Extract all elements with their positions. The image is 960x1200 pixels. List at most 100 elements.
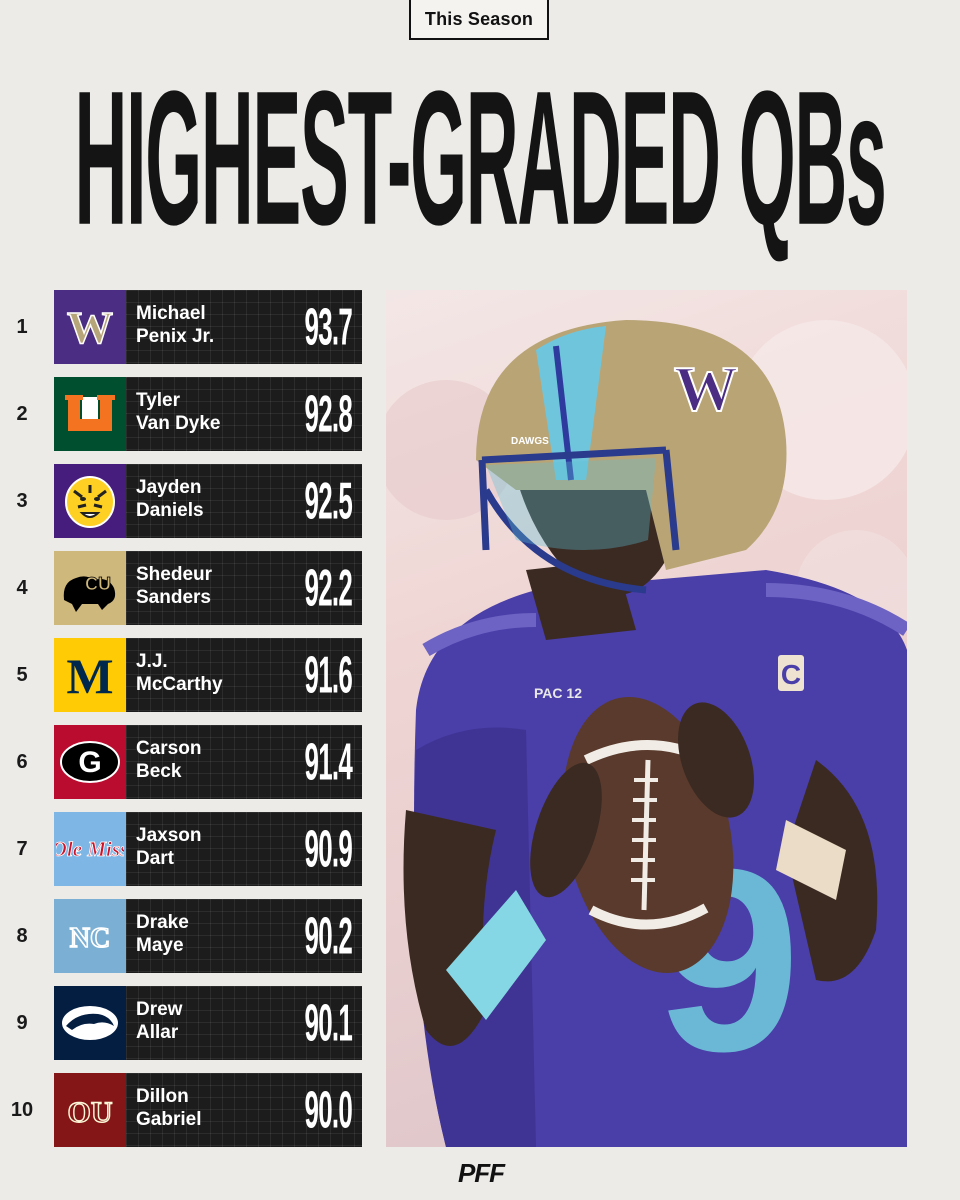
list-item: 7 Ole Miss Jaxson Dart 90.9 bbox=[0, 812, 380, 886]
season-badge: This Season bbox=[409, 0, 549, 40]
player-last-name: Beck bbox=[136, 761, 182, 782]
page-title: HIGHEST-GRADED QBs bbox=[0, 54, 960, 264]
player-card: Carson Beck 91.4 bbox=[126, 725, 362, 799]
player-photo: 9 C PAC 12 W bbox=[386, 290, 907, 1147]
captain-patch: C bbox=[781, 659, 801, 690]
rank-number: 9 bbox=[16, 1011, 28, 1034]
georgia-logo: G bbox=[54, 725, 126, 799]
ole-miss-logo-text: Ole Miss bbox=[56, 837, 124, 861]
player-last-name: Van Dyke bbox=[136, 413, 221, 434]
player-last-name: Penix Jr. bbox=[136, 326, 215, 347]
player-first-name: Jaxson bbox=[136, 825, 202, 846]
player-last-name: McCarthy bbox=[136, 674, 223, 695]
player-first-name: Shedeur bbox=[136, 564, 213, 585]
lsu-logo bbox=[54, 464, 126, 538]
colorado-logo: CU bbox=[54, 551, 126, 625]
player-first-name: J.J. bbox=[136, 651, 168, 672]
player-last-name: Sanders bbox=[136, 587, 211, 608]
player-name: Jayden Daniels bbox=[136, 476, 286, 522]
player-last-name: Gabriel bbox=[136, 1109, 202, 1130]
list-item: 1 W Michael Penix Jr. 93.7 bbox=[0, 290, 380, 364]
penn-state-logo bbox=[54, 986, 126, 1060]
ole-miss-script-icon: Ole Miss bbox=[56, 837, 124, 862]
player-name: Michael Penix Jr. bbox=[136, 302, 286, 348]
player-first-name: Drew bbox=[136, 999, 183, 1020]
player-card: J.J. McCarthy 91.6 bbox=[126, 638, 362, 712]
miami-logo-text: U bbox=[90, 389, 91, 390]
washington-logo: W bbox=[54, 290, 126, 364]
list-item: 9 Drew Allar 90.1 bbox=[0, 986, 380, 1060]
player-last-name: Daniels bbox=[136, 500, 204, 521]
title-text: HIGHEST-GRADED QBs bbox=[74, 54, 887, 264]
player-name: Drake Maye bbox=[136, 911, 286, 957]
oklahoma-logo-text: OU bbox=[68, 1096, 113, 1129]
player-card: Michael Penix Jr. 93.7 bbox=[126, 290, 362, 364]
player-card: Dillon Gabriel 90.0 bbox=[126, 1073, 362, 1147]
quarterback-illustration: 9 C PAC 12 W bbox=[386, 320, 907, 1147]
nittany-lion-icon bbox=[62, 1006, 118, 1040]
player-card: Tyler Van Dyke 92.8 bbox=[126, 377, 362, 451]
washington-logo-text: W bbox=[67, 302, 113, 352]
player-grade: 90.1 bbox=[304, 992, 352, 1052]
pff-brand-icon: PFF bbox=[458, 1158, 507, 1188]
pff-logo: PFF bbox=[436, 1158, 526, 1188]
player-grade: 92.8 bbox=[304, 383, 352, 443]
oklahoma-ou-icon: OU bbox=[67, 1095, 113, 1129]
rank-number: 4 bbox=[16, 576, 28, 599]
rank-number: 5 bbox=[16, 663, 28, 686]
colorado-logo-text: CU bbox=[85, 574, 111, 594]
player-card: Drew Allar 90.1 bbox=[126, 986, 362, 1060]
player-grade: 90.9 bbox=[304, 818, 352, 878]
list-item: 10 OU Dillon Gabriel 90.0 bbox=[0, 1073, 380, 1147]
unc-interlocking-nc-icon: NC bbox=[69, 922, 111, 955]
rank-number: 8 bbox=[16, 924, 28, 947]
list-item: 6 G Carson Beck 91.4 bbox=[0, 725, 380, 799]
rank-number: 1 bbox=[16, 315, 28, 338]
player-last-name: Dart bbox=[136, 848, 175, 869]
list-item: 8 NC Drake Maye 90.2 bbox=[0, 899, 380, 973]
player-name: J.J. McCarthy bbox=[136, 650, 286, 696]
list-item: 5 M J.J. McCarthy 91.6 bbox=[0, 638, 380, 712]
player-last-name: Maye bbox=[136, 935, 184, 956]
player-name: Carson Beck bbox=[136, 737, 286, 783]
georgia-logo-text: G bbox=[78, 746, 101, 779]
player-first-name: Carson bbox=[136, 738, 202, 759]
list-item: 2 U Tyler Van Dyke 92.8 bbox=[0, 377, 380, 451]
helmet-text: DAWGS bbox=[511, 436, 549, 447]
miami-u-icon: U bbox=[65, 389, 115, 431]
player-grade: 91.6 bbox=[304, 644, 352, 704]
miami-logo: U bbox=[54, 377, 126, 451]
rank-number: 7 bbox=[16, 837, 28, 860]
rank-number: 2 bbox=[16, 402, 28, 425]
rank-number: 10 bbox=[10, 1098, 34, 1121]
list-item: 3 Jayden Daniels 92.5 bbox=[0, 464, 380, 538]
player-last-name: Allar bbox=[136, 1022, 179, 1043]
player-grade: 92.5 bbox=[304, 470, 352, 530]
player-card: Jaxson Dart 90.9 bbox=[126, 812, 362, 886]
player-first-name: Drake bbox=[136, 912, 189, 933]
michigan-block-m-icon: M bbox=[66, 650, 113, 700]
conference-patch: PAC 12 bbox=[534, 685, 582, 701]
player-grade: 90.0 bbox=[304, 1079, 352, 1139]
player-grade: 90.2 bbox=[304, 905, 352, 965]
north-carolina-logo: NC bbox=[54, 899, 126, 973]
player-first-name: Dillon bbox=[136, 1086, 189, 1107]
player-grade: 93.7 bbox=[304, 296, 352, 356]
buffalo-icon: CU bbox=[63, 574, 116, 612]
tiger-head-icon bbox=[65, 476, 115, 528]
washington-w-icon: W bbox=[66, 302, 114, 352]
ole-miss-logo: Ole Miss bbox=[54, 812, 126, 886]
player-card: Drake Maye 90.2 bbox=[126, 899, 362, 973]
player-name: Dillon Gabriel bbox=[136, 1085, 286, 1131]
player-card: Shedeur Sanders 92.2 bbox=[126, 551, 362, 625]
pff-brand-text: PFF bbox=[458, 1158, 506, 1188]
season-label: This Season bbox=[424, 8, 534, 29]
player-first-name: Tyler bbox=[136, 390, 181, 411]
unc-logo-text: NC bbox=[70, 923, 110, 954]
michigan-logo: M bbox=[54, 638, 126, 712]
rank-number: 6 bbox=[16, 750, 28, 773]
player-card: Jayden Daniels 92.5 bbox=[126, 464, 362, 538]
oklahoma-logo: OU bbox=[54, 1073, 126, 1147]
player-first-name: Michael bbox=[136, 303, 206, 324]
player-first-name: Jayden bbox=[136, 477, 202, 498]
